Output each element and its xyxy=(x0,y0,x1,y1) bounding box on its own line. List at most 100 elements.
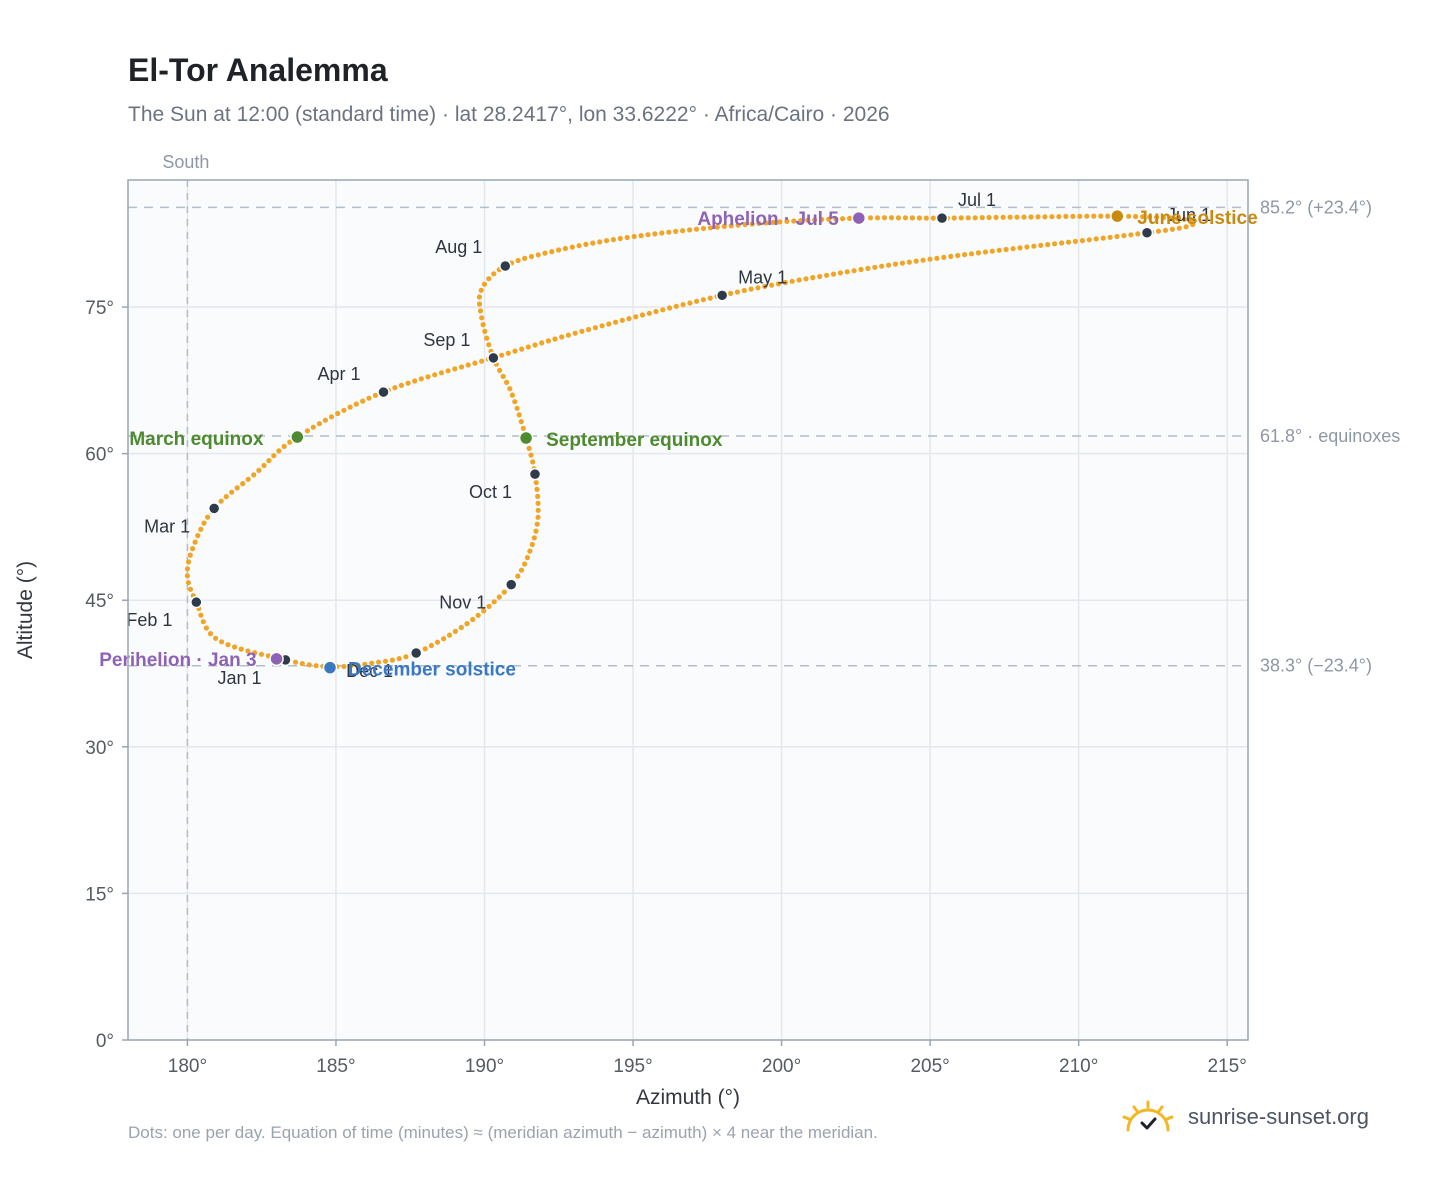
daily-sun-dot xyxy=(955,252,961,259)
daily-sun-dot xyxy=(341,663,347,670)
daily-sun-dot xyxy=(428,642,434,649)
daily-sun-dot xyxy=(1045,242,1051,248)
daily-sun-dot xyxy=(592,325,599,331)
daily-sun-dot xyxy=(512,399,518,405)
daily-sun-dot xyxy=(238,646,244,652)
daily-sun-dot xyxy=(996,247,1002,253)
daily-sun-dot xyxy=(762,283,768,289)
daily-sun-dot xyxy=(533,479,539,486)
daily-sun-dot xyxy=(1121,233,1127,239)
month-marker-label: Feb 1 xyxy=(126,610,172,630)
daily-sun-dot xyxy=(184,573,190,579)
daily-sun-dot xyxy=(631,233,637,240)
daily-sun-dot xyxy=(499,352,505,358)
daily-sun-dot xyxy=(1065,239,1072,245)
daily-sun-dot xyxy=(496,594,502,600)
daily-sun-dot xyxy=(1183,224,1189,230)
daily-sun-dot xyxy=(518,567,525,573)
daily-sun-dot xyxy=(968,251,975,257)
daily-sun-dot xyxy=(1014,214,1020,220)
daily-sun-dot xyxy=(865,265,871,271)
daily-sun-dot xyxy=(533,528,539,534)
daily-sun-dot xyxy=(452,628,458,635)
month-marker xyxy=(190,595,203,609)
daily-sun-dot xyxy=(434,639,441,645)
daily-sun-dot xyxy=(624,234,630,241)
daily-sun-dot xyxy=(879,263,885,269)
daily-sun-dot xyxy=(1021,214,1027,220)
daily-sun-dot xyxy=(930,215,936,221)
daily-sun-dot xyxy=(486,342,492,348)
daily-sun-dot xyxy=(906,259,912,265)
daily-sun-dot xyxy=(545,338,552,344)
daily-sun-dot xyxy=(532,342,538,348)
daily-sun-dot xyxy=(659,230,665,236)
daily-sun-dot xyxy=(486,603,492,610)
daily-sun-dot xyxy=(276,448,282,454)
daily-sun-dot xyxy=(524,555,531,561)
daily-sun-dot xyxy=(559,334,565,340)
brand-logo[interactable]: sunrise-sunset.org xyxy=(1120,1100,1369,1134)
daily-sun-dot xyxy=(886,262,892,268)
daily-sun-dot xyxy=(403,654,409,660)
month-marker xyxy=(935,211,949,225)
month-marker-label: Mar 1 xyxy=(144,516,190,536)
daily-sun-dot xyxy=(1017,245,1023,251)
daily-sun-dot xyxy=(837,270,844,276)
daily-sun-dot xyxy=(271,453,277,459)
daily-sun-dot xyxy=(1155,228,1162,234)
reference-line-label: 85.2° (+23.4°) xyxy=(1260,197,1372,217)
daily-sun-dot xyxy=(965,215,971,221)
daily-sun-dot xyxy=(484,335,490,341)
daily-sun-dot xyxy=(556,247,562,253)
daily-sun-dot xyxy=(824,272,830,278)
daily-sun-dot xyxy=(958,215,964,221)
daily-sun-dot xyxy=(1063,213,1069,219)
daily-sun-dot xyxy=(899,260,906,266)
event-markers: March equinox June solstice September equi… xyxy=(99,208,1257,681)
daily-sun-dot xyxy=(452,366,458,372)
daily-sun-dot xyxy=(481,608,487,614)
daily-sun-dot xyxy=(687,227,693,233)
event-label: March equinox xyxy=(129,429,264,450)
daily-sun-dot xyxy=(562,245,569,252)
daily-sun-dot xyxy=(184,566,191,572)
daily-sun-dot xyxy=(500,373,506,379)
daily-sun-dot xyxy=(826,216,832,222)
month-marker-label: Jun 1 xyxy=(1167,205,1211,225)
y-tick-label: 75° xyxy=(85,298,114,319)
event-marker xyxy=(851,210,867,226)
daily-sun-dot xyxy=(465,362,471,368)
daily-sun-dot xyxy=(405,380,411,386)
daily-sun-dot xyxy=(639,312,646,318)
month-marker-label: Sep 1 xyxy=(423,330,470,350)
daily-sun-dot xyxy=(1072,238,1078,244)
daily-sun-dot xyxy=(673,303,679,309)
daily-sun-dot xyxy=(445,368,451,374)
daily-sun-dot xyxy=(514,405,520,411)
daily-sun-dot xyxy=(789,278,795,284)
daily-sun-dot xyxy=(694,298,700,304)
daily-sun-dot xyxy=(1169,226,1175,232)
month-marker xyxy=(409,646,423,660)
daily-sun-dot xyxy=(185,559,192,565)
daily-sun-dot xyxy=(633,314,639,320)
daily-sun-dot xyxy=(934,255,940,261)
daily-sun-dot xyxy=(292,659,299,665)
daily-sun-dot xyxy=(535,507,541,513)
daily-sun-dot xyxy=(187,552,193,558)
daily-sun-dot xyxy=(714,224,720,230)
daily-sun-dot xyxy=(721,223,727,229)
daily-sun-dot xyxy=(590,240,596,246)
y-tick-label: 30° xyxy=(85,738,114,759)
reference-line-label: 38.3° (−23.4°) xyxy=(1260,656,1372,676)
daily-sun-dot xyxy=(916,215,923,221)
brand-name: sunrise-sunset.org xyxy=(1188,1104,1369,1129)
event-label: Aphelion · Jul 5 xyxy=(697,209,839,230)
daily-sun-dot xyxy=(586,326,592,333)
month-marker xyxy=(377,385,390,399)
event-label: June solstice xyxy=(1137,208,1257,229)
daily-sun-dot xyxy=(617,235,623,242)
daily-sun-dot xyxy=(619,317,625,323)
daily-sun-dot xyxy=(941,254,947,260)
